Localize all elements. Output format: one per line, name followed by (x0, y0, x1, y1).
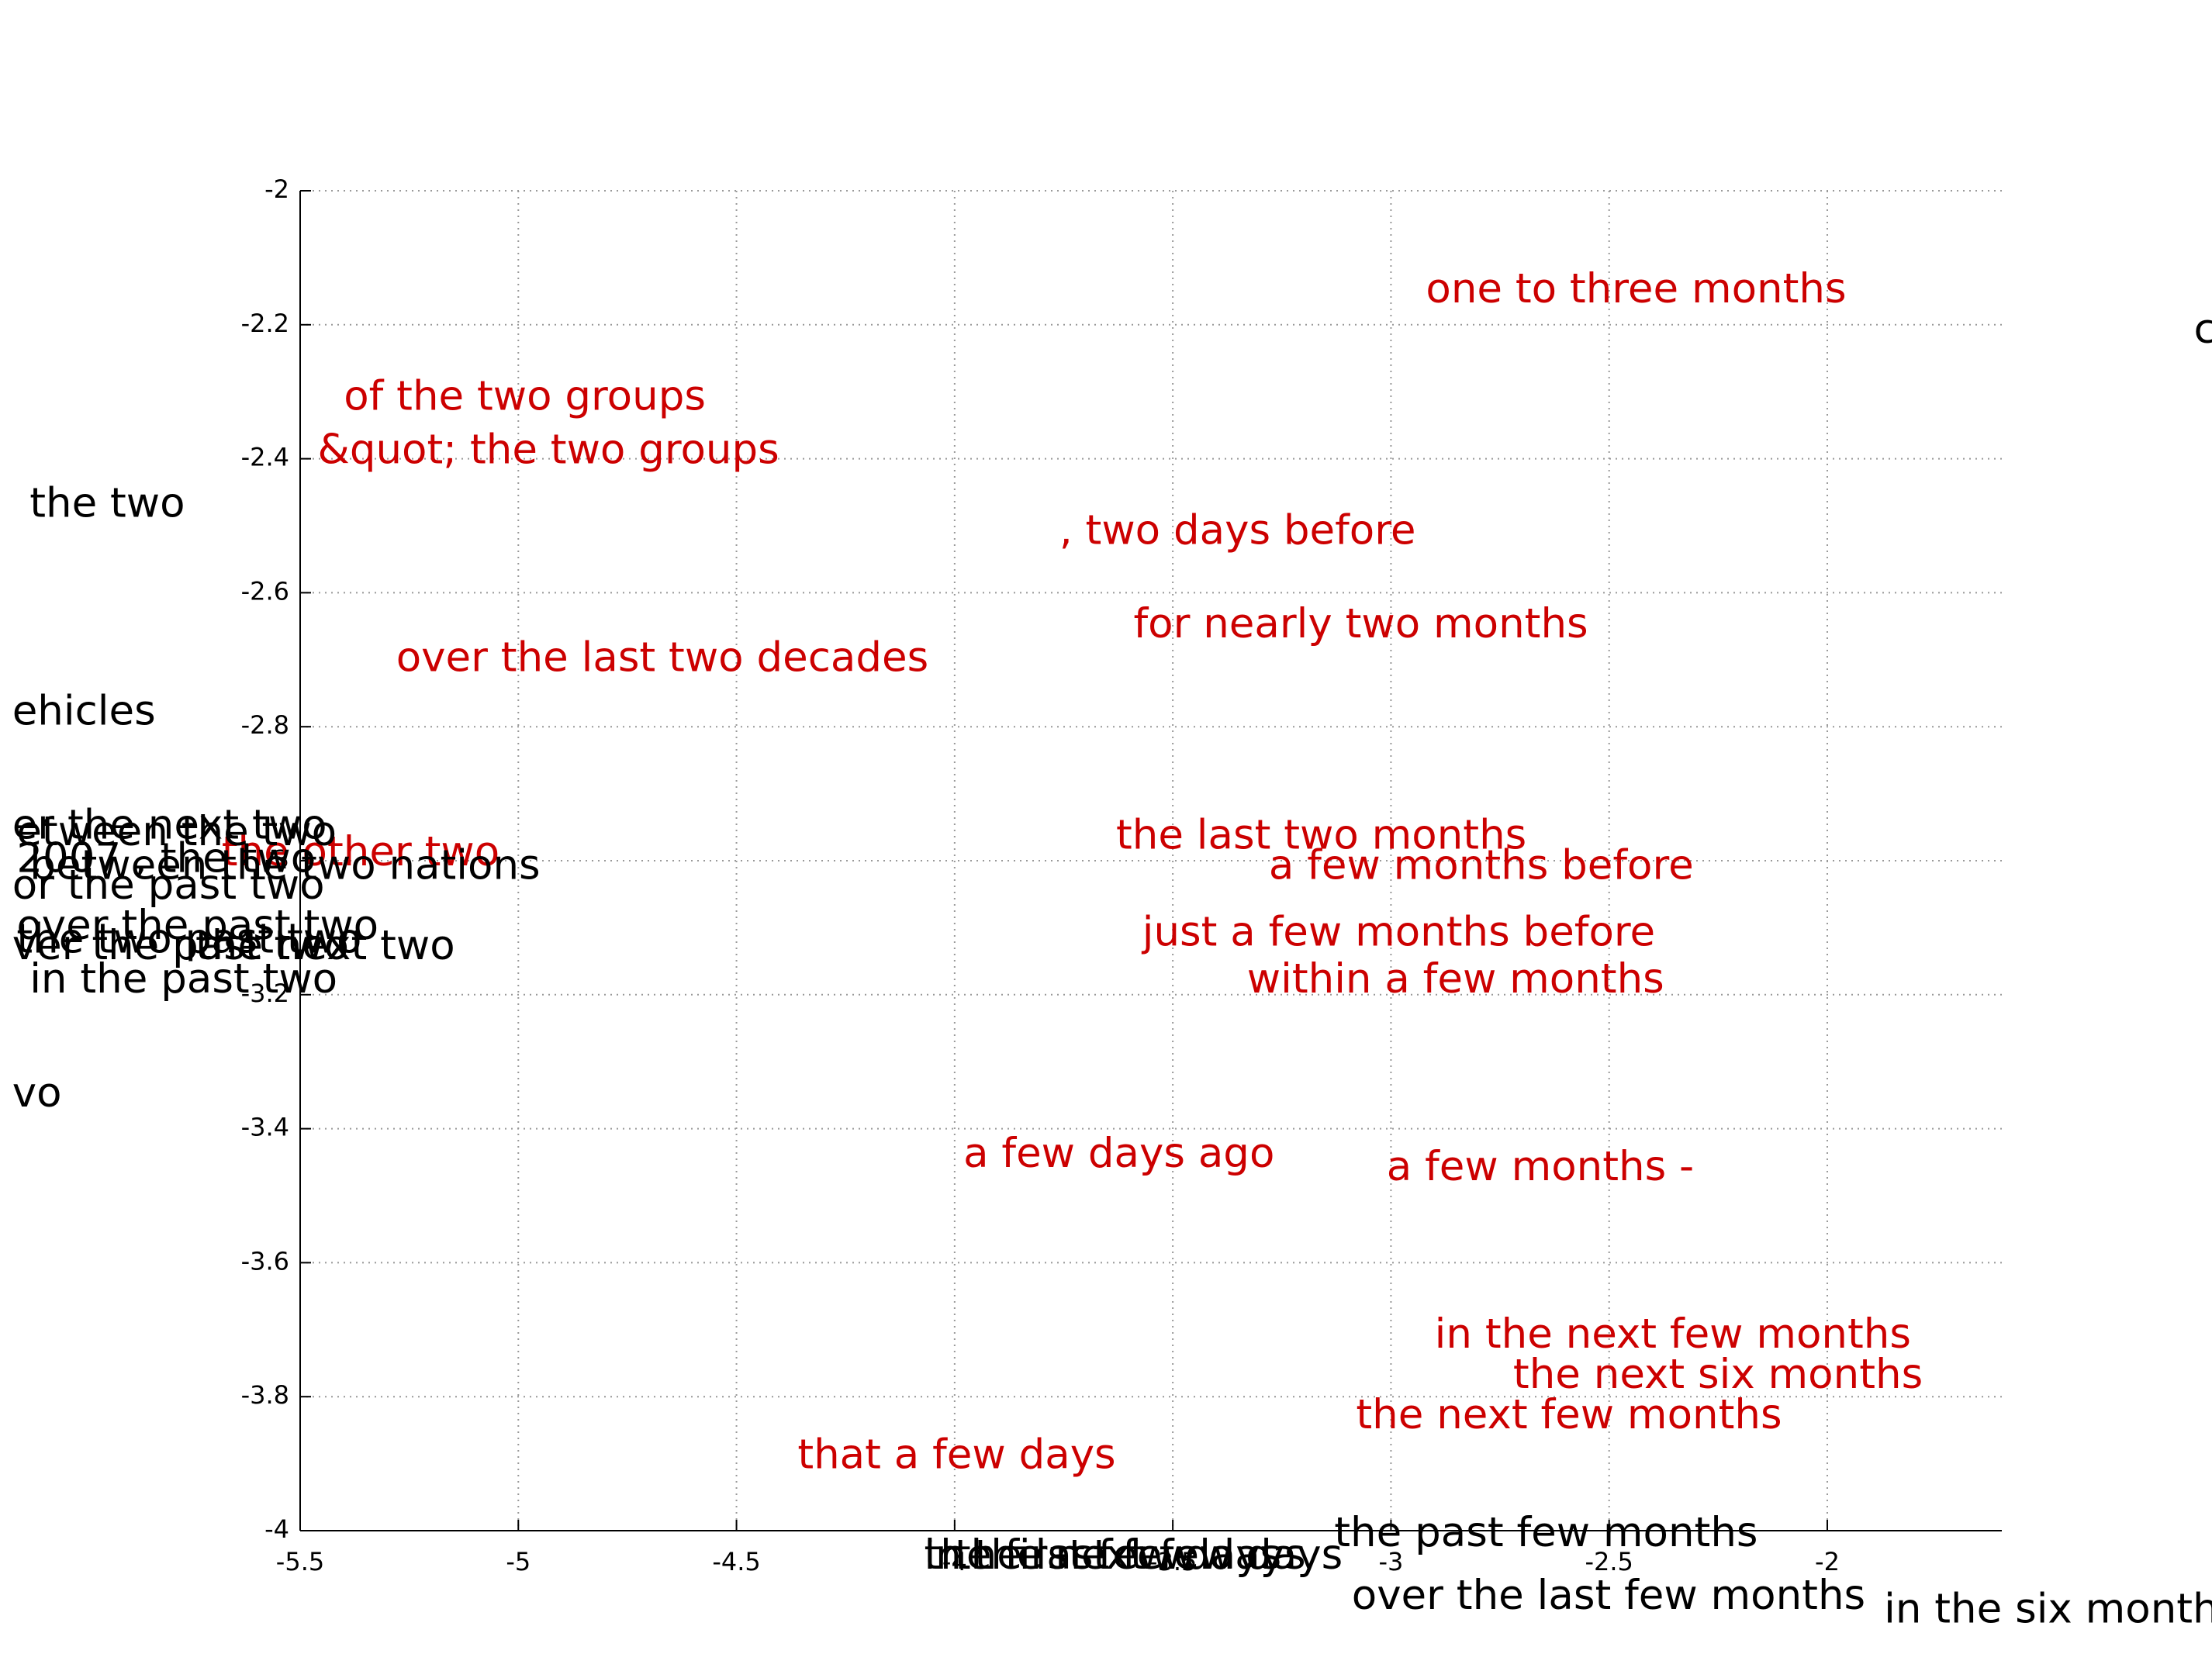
y-tick-label: -2.8 (241, 710, 289, 740)
x-tick-label: -5 (506, 1547, 531, 1576)
x-tick-label: -3 (1378, 1547, 1403, 1576)
y-tick-label: -4 (264, 1514, 289, 1544)
x-tick-label: -3.5 (1149, 1547, 1197, 1576)
point-label: ehicles (12, 688, 156, 735)
x-tick-label: -4 (942, 1547, 967, 1576)
point-label: the other two (222, 828, 499, 875)
point-label: just a few months before (1142, 909, 1655, 956)
x-tick-label: -2.5 (1585, 1547, 1633, 1576)
point-label: a few months before (1269, 841, 1694, 889)
point-label: the two (29, 480, 185, 527)
point-label: er the next two (12, 801, 327, 848)
point-label: or the past two (12, 861, 325, 909)
point-label: the two past two (16, 915, 361, 962)
point-label: between the two nations (29, 841, 540, 889)
point-label: in the past two (29, 955, 337, 1003)
y-tick-label: -2 (264, 174, 289, 204)
point-label: the next two (195, 922, 455, 969)
point-label: vo (12, 1069, 62, 1117)
point-label: ver the past two (12, 922, 349, 969)
point-label: within a few months (1247, 955, 1664, 1003)
point-label: the first few days (924, 1531, 1281, 1579)
point-label: etween the two (16, 808, 337, 855)
point-label: for nearly two months (1133, 600, 1588, 647)
point-label: one to three months (1426, 265, 1846, 312)
y-tick-label: -2.2 (241, 309, 289, 338)
y-tick-label: -3.6 (241, 1246, 289, 1276)
point-label: over the last two decades (396, 634, 928, 681)
point-label: 2007 , the two (16, 835, 316, 882)
x-tick-label: -4.5 (712, 1547, 760, 1576)
point-label: of the two groups (344, 372, 706, 420)
point-label: the next few months (1356, 1391, 1782, 1438)
point-label: the last two months (1116, 811, 1526, 858)
y-tick-label: -3 (264, 844, 289, 874)
point-label: the next six months (1513, 1351, 1923, 1398)
point-label: c (2194, 306, 2212, 353)
y-tick-label: -3.8 (241, 1380, 289, 1410)
point-label: over the last few months (1352, 1572, 1865, 1619)
point-label: in the six months (1884, 1585, 2212, 1632)
point-label: , two days before (1059, 506, 1416, 554)
point-label: the past few months (1334, 1509, 1758, 1556)
y-tick-label: -3.4 (241, 1113, 289, 1142)
y-tick-label: -3.2 (241, 979, 289, 1008)
point-label: a few days ago (963, 1130, 1274, 1177)
point-label: the last few days (955, 1531, 1306, 1579)
point-label: &quot; the two groups (318, 426, 779, 474)
y-tick-label: -2.6 (241, 576, 289, 606)
point-label: in the next few months (1435, 1310, 1911, 1358)
point-label: a few months - (1387, 1143, 1694, 1190)
point-label: in the next few days (924, 1531, 1343, 1579)
point-label: that a few days (797, 1431, 1115, 1479)
x-tick-label: -2 (1815, 1547, 1840, 1576)
y-tick-label: -2.4 (241, 443, 289, 472)
point-label: over the past two (16, 902, 378, 949)
x-tick-label: -5.5 (276, 1547, 324, 1576)
